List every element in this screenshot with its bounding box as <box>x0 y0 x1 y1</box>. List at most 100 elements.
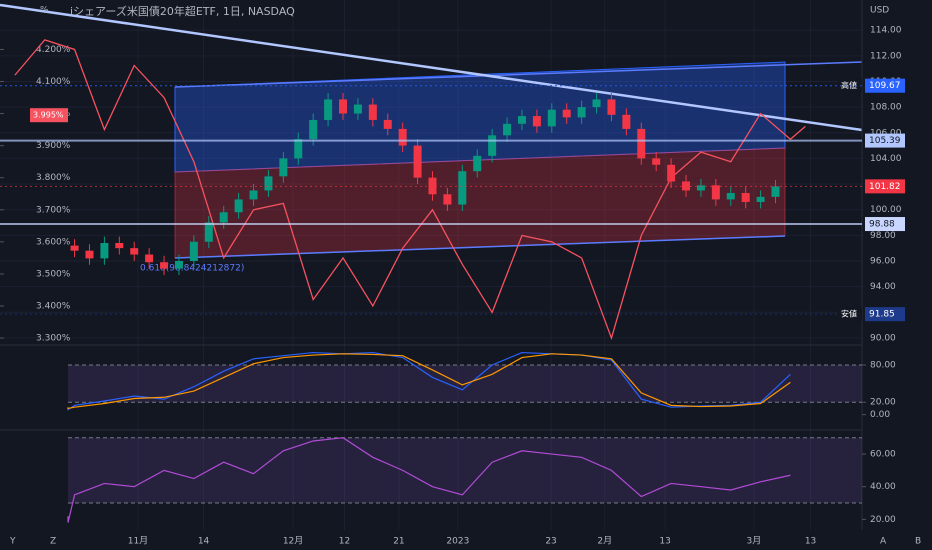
price-badge-label: 109.67 <box>869 81 901 91</box>
candle-body <box>294 139 303 159</box>
y-axis-label: USD <box>870 6 889 16</box>
corner-label: Y <box>9 537 16 547</box>
y-tick-label: 94.00 <box>870 282 896 292</box>
fib-annotation: 0.618(98.8424212872) <box>140 264 244 274</box>
price-badge <box>865 78 905 93</box>
y-tick-label: 90.00 <box>870 333 896 343</box>
candle-body <box>85 250 94 259</box>
candle-body <box>458 171 467 205</box>
chart-title: iシェアーズ米国債20年超ETF, 1日, NASDAQ <box>70 4 295 18</box>
candle-body <box>309 119 318 140</box>
candle-body <box>488 135 497 156</box>
y-tick-label: 108.00 <box>870 103 902 113</box>
candle-body <box>696 185 705 191</box>
price-badge <box>865 307 905 322</box>
y2-tick-label: 4.100% <box>36 77 71 87</box>
candle-body <box>368 104 377 120</box>
x-tick-label: 3月 <box>747 536 762 547</box>
y2-tick-label: 4.200% <box>36 45 71 55</box>
candle-body <box>249 190 258 200</box>
candle-body <box>264 176 273 191</box>
y-tick-label: 104.00 <box>870 154 902 164</box>
price-badge-label: 105.39 <box>869 136 901 146</box>
yield-badge-label: 3.995% <box>33 111 64 120</box>
candle-body <box>771 186 780 197</box>
candle-body <box>503 123 512 136</box>
y2-tick-label: 3.300% <box>36 334 71 344</box>
price-badge-label: 98.88 <box>869 220 895 230</box>
y-tick-label: 20.00 <box>870 398 896 408</box>
y2-tick-label: 3.400% <box>36 301 71 311</box>
y-tick-label: 98.00 <box>870 231 896 241</box>
x-tick-label: 23 <box>545 537 556 547</box>
x-tick-label: 21 <box>393 537 404 547</box>
candle-body <box>174 260 183 269</box>
candle-body <box>160 262 169 269</box>
candle-body <box>607 99 616 115</box>
y-tick-label: 40.00 <box>870 482 896 492</box>
candle-body <box>130 248 139 255</box>
yield-line <box>14 39 806 341</box>
candle-body <box>100 243 109 259</box>
y-tick-label: 106.00 <box>870 128 902 138</box>
candle-body <box>204 222 213 242</box>
y2-tick-label: 3.800% <box>36 173 71 183</box>
price-name: 高値 <box>841 80 857 90</box>
x-tick-label: 11月 <box>128 536 148 547</box>
price-badge <box>865 133 905 148</box>
price-badge <box>865 217 905 232</box>
indicator-line <box>67 353 791 410</box>
y-tick-label: 114.00 <box>870 26 902 36</box>
y-tick-label: 112.00 <box>870 51 902 61</box>
candle-body <box>339 99 348 114</box>
channel-bottom <box>174 235 786 259</box>
candle-body <box>443 194 452 205</box>
candle-body <box>324 99 333 120</box>
band <box>68 437 862 504</box>
y2-axis-label: % <box>40 6 49 16</box>
yield-badge <box>30 108 68 123</box>
y-tick-label: 60.00 <box>870 450 896 460</box>
x-tick-label: 13 <box>805 537 816 547</box>
candle-body <box>726 193 735 200</box>
candle-body <box>577 107 586 118</box>
candle-body <box>711 185 720 200</box>
candle-body <box>398 128 407 146</box>
price-badge-label: 101.82 <box>869 182 901 192</box>
y2-tick-label: 3.500% <box>36 269 71 279</box>
channel-top <box>174 61 863 88</box>
candle-body <box>234 199 243 213</box>
candle-body <box>667 164 676 182</box>
x-tick-label: 12月 <box>283 536 303 547</box>
candle-body <box>473 155 482 172</box>
corner-label: B <box>915 537 921 547</box>
y-tick-label: 20.00 <box>870 515 896 525</box>
candle-body <box>428 177 437 195</box>
y-tick-label: 0.00 <box>870 410 890 420</box>
candle-body <box>592 99 601 108</box>
candle-body <box>115 243 124 249</box>
trend-line <box>0 3 863 132</box>
candle-body <box>70 245 79 251</box>
grid <box>0 0 862 530</box>
candle-body <box>741 193 750 202</box>
candle-body <box>219 212 228 223</box>
candle-body <box>189 241 198 261</box>
x-tick-label: 14 <box>198 537 210 547</box>
x-tick-label: 2023 <box>446 537 469 547</box>
candle-body <box>279 158 288 177</box>
y2-tick-label: 3.700% <box>36 205 71 215</box>
price-badge <box>865 179 905 194</box>
candle-body <box>756 196 765 202</box>
candle-body <box>353 104 362 114</box>
candle-body <box>652 158 661 165</box>
price-badge-label: 91.85 <box>869 310 895 320</box>
price-name: 安値 <box>841 309 857 319</box>
candle-body <box>562 109 571 118</box>
y-tick-label: 96.00 <box>870 256 896 266</box>
candle-body <box>383 119 392 129</box>
y2-tick-label: 3.900% <box>36 141 71 151</box>
y-tick-label: 100.00 <box>870 205 902 215</box>
